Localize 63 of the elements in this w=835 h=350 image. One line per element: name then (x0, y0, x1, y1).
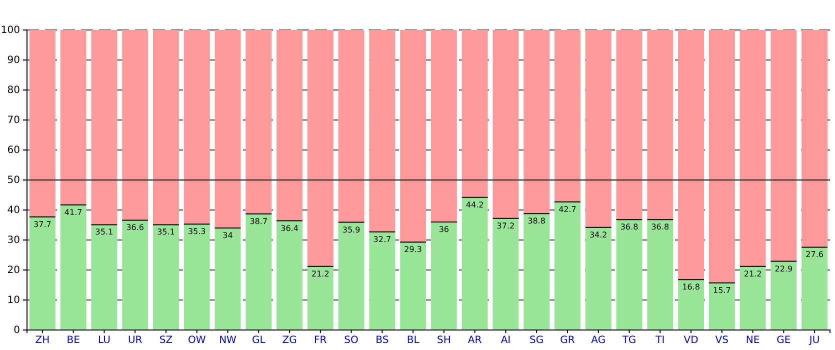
x-tick-label: TI (654, 335, 665, 346)
x-tick-label: BS (376, 335, 389, 346)
x-tick-label: SG (530, 335, 544, 346)
data-label: 38.7 (250, 216, 268, 226)
data-label: 35.1 (157, 228, 175, 237)
data-label: 36.8 (651, 222, 670, 232)
y-tick-label: 20 (7, 265, 20, 276)
data-label: 15.7 (713, 286, 731, 295)
data-label: 21.2 (312, 269, 330, 278)
y-tick-label: 0 (14, 325, 20, 336)
x-tick-label: SZ (159, 335, 173, 346)
data-label: 29.3 (404, 245, 422, 254)
data-label: 16.8 (682, 282, 700, 292)
y-tick-label: 100 (0, 25, 20, 36)
data-label: 36.6 (126, 223, 144, 232)
data-label: 36.4 (280, 224, 298, 233)
x-tick-label: LU (98, 335, 110, 346)
x-tick-label: GR (560, 335, 575, 346)
data-label: 44.2 (466, 200, 484, 210)
data-label: 42.7 (558, 204, 576, 214)
x-tick-label: SO (344, 335, 359, 346)
data-label: 22.9 (774, 264, 793, 274)
x-tick-label: VS (715, 335, 729, 346)
data-label: 34.2 (589, 230, 608, 240)
x-tick-label: GL (252, 335, 266, 346)
y-tick-label: 80 (7, 85, 20, 96)
y-tick-label: 10 (7, 295, 20, 306)
y-tick-label: 30 (7, 235, 20, 246)
x-tick-label: AG (591, 335, 606, 346)
x-tick-label: SH (437, 335, 451, 346)
data-label: 38.8 (528, 216, 546, 226)
x-tick-label: ZG (282, 335, 297, 346)
x-tick-label: GE (776, 335, 791, 346)
data-label: 36 (438, 225, 450, 234)
x-tick-label: AR (468, 335, 482, 346)
x-tick-label: VD (684, 335, 699, 346)
y-tick-label: 50 (7, 175, 20, 186)
y-tick-label: 70 (7, 115, 20, 126)
data-label: 36.8 (620, 222, 638, 232)
x-tick-label: ZH (35, 335, 50, 346)
x-tick-label: BE (66, 335, 80, 346)
y-tick-label: 90 (7, 55, 20, 66)
x-tick-label: UR (128, 335, 142, 346)
data-label: 27.6 (806, 250, 824, 260)
x-tick-label: TG (621, 335, 636, 346)
x-tick-label: FR (314, 335, 327, 346)
x-tick-label: OW (188, 335, 206, 346)
x-tick-label: JU (808, 335, 820, 346)
x-tick-label: NW (219, 335, 237, 346)
data-label: 21.2 (744, 269, 762, 278)
data-label: 34 (222, 231, 233, 240)
x-tick-label: AI (500, 335, 511, 346)
y-tick-label: 60 (7, 145, 20, 156)
y-tick-label: 40 (7, 205, 20, 216)
data-label: 35.3 (188, 227, 206, 236)
data-label: 37.2 (496, 221, 515, 230)
data-label: 35.9 (342, 225, 360, 234)
data-label: 35.1 (95, 228, 114, 237)
x-tick-label: BL (406, 335, 420, 346)
data-label: 41.7 (64, 208, 82, 217)
data-label: 37.7 (34, 220, 52, 229)
data-label: 32.7 (373, 234, 392, 244)
x-tick-label: NE (746, 335, 760, 346)
